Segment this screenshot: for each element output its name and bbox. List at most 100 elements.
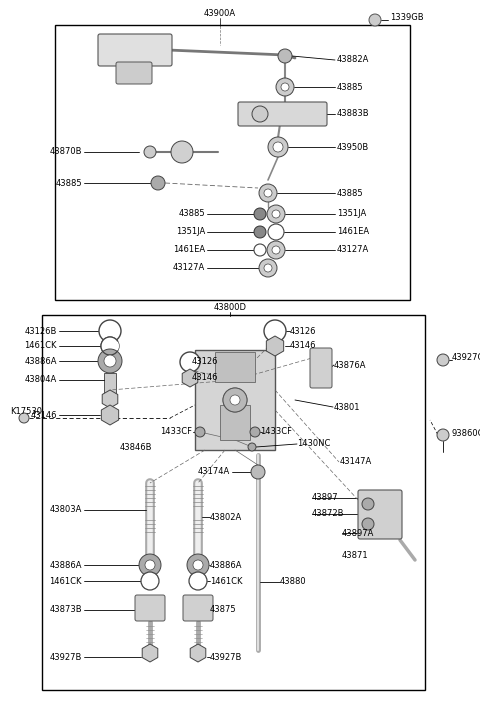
Text: 43900A: 43900A bbox=[204, 10, 236, 18]
Text: K17530: K17530 bbox=[10, 407, 42, 416]
Text: 43927B: 43927B bbox=[49, 653, 82, 662]
Circle shape bbox=[267, 205, 285, 223]
Text: 43873B: 43873B bbox=[49, 606, 82, 615]
Text: 43146: 43146 bbox=[31, 411, 57, 419]
Text: 43846B: 43846B bbox=[120, 442, 152, 451]
Circle shape bbox=[98, 349, 122, 373]
Circle shape bbox=[171, 141, 193, 163]
Text: 1461CK: 1461CK bbox=[49, 576, 82, 585]
Circle shape bbox=[267, 241, 285, 259]
Text: 43886A: 43886A bbox=[24, 357, 57, 365]
Text: 43885: 43885 bbox=[337, 189, 364, 198]
Circle shape bbox=[101, 337, 119, 355]
Text: 43871: 43871 bbox=[342, 552, 369, 561]
Text: 1461CK: 1461CK bbox=[210, 576, 242, 585]
Text: 43886A: 43886A bbox=[49, 561, 82, 569]
Circle shape bbox=[276, 78, 294, 96]
Circle shape bbox=[362, 518, 374, 530]
Circle shape bbox=[230, 395, 240, 405]
Circle shape bbox=[151, 176, 165, 190]
Circle shape bbox=[264, 320, 286, 342]
Bar bbox=[104, 373, 116, 393]
Text: 43800D: 43800D bbox=[214, 304, 247, 313]
Text: 43885: 43885 bbox=[179, 210, 205, 219]
Circle shape bbox=[252, 106, 268, 122]
Polygon shape bbox=[182, 369, 198, 387]
Text: 1461EA: 1461EA bbox=[337, 228, 369, 236]
Circle shape bbox=[264, 189, 272, 197]
Circle shape bbox=[369, 14, 381, 26]
Circle shape bbox=[281, 83, 289, 91]
Circle shape bbox=[223, 388, 247, 412]
Text: 1351JA: 1351JA bbox=[176, 228, 205, 236]
Circle shape bbox=[144, 146, 156, 158]
FancyBboxPatch shape bbox=[358, 490, 402, 539]
Polygon shape bbox=[266, 336, 284, 356]
Circle shape bbox=[437, 354, 449, 366]
Text: 43876A: 43876A bbox=[334, 360, 367, 369]
Circle shape bbox=[272, 246, 280, 254]
Circle shape bbox=[195, 427, 205, 437]
FancyBboxPatch shape bbox=[116, 62, 152, 84]
Text: 43127A: 43127A bbox=[173, 264, 205, 273]
Circle shape bbox=[187, 554, 209, 576]
Circle shape bbox=[268, 137, 288, 157]
Circle shape bbox=[141, 572, 159, 590]
Circle shape bbox=[193, 560, 203, 570]
Text: 43804A: 43804A bbox=[25, 376, 57, 385]
Circle shape bbox=[254, 208, 266, 220]
Polygon shape bbox=[190, 644, 206, 662]
Text: 1461EA: 1461EA bbox=[173, 245, 205, 254]
Bar bbox=[55, 25, 410, 300]
Circle shape bbox=[248, 443, 256, 451]
Text: 43897A: 43897A bbox=[342, 529, 374, 538]
Text: 1430NC: 1430NC bbox=[297, 440, 330, 449]
Circle shape bbox=[104, 355, 116, 367]
Bar bbox=[215, 352, 255, 382]
Text: 43126: 43126 bbox=[290, 327, 316, 336]
Circle shape bbox=[101, 337, 119, 355]
Text: 43882A: 43882A bbox=[337, 55, 370, 64]
Text: 43802A: 43802A bbox=[210, 512, 242, 522]
Circle shape bbox=[273, 142, 283, 152]
Text: 43927B: 43927B bbox=[210, 653, 242, 662]
Circle shape bbox=[251, 465, 265, 479]
Text: 43886A: 43886A bbox=[210, 561, 242, 569]
Text: 93860C: 93860C bbox=[452, 428, 480, 437]
Polygon shape bbox=[102, 390, 118, 408]
Circle shape bbox=[99, 320, 121, 342]
Text: 1433CF: 1433CF bbox=[160, 428, 192, 437]
Circle shape bbox=[268, 224, 284, 240]
Bar bbox=[220, 405, 250, 440]
Text: 43127A: 43127A bbox=[337, 245, 369, 254]
Circle shape bbox=[189, 572, 207, 590]
Text: 1433CF: 1433CF bbox=[260, 428, 292, 437]
Text: 43146: 43146 bbox=[290, 341, 316, 350]
Text: 43870B: 43870B bbox=[49, 147, 82, 156]
Text: 43885: 43885 bbox=[55, 179, 82, 187]
Text: 1461CK: 1461CK bbox=[24, 341, 57, 350]
Text: 43883B: 43883B bbox=[337, 109, 370, 118]
Text: 43174A: 43174A bbox=[198, 468, 230, 477]
Circle shape bbox=[264, 264, 272, 272]
Circle shape bbox=[362, 498, 374, 510]
Text: 1351JA: 1351JA bbox=[337, 210, 366, 219]
Text: 43126: 43126 bbox=[192, 358, 218, 367]
Circle shape bbox=[250, 427, 260, 437]
Text: 43927C: 43927C bbox=[452, 353, 480, 362]
Text: 43880: 43880 bbox=[280, 578, 307, 587]
Polygon shape bbox=[101, 405, 119, 425]
Circle shape bbox=[19, 413, 29, 423]
Text: 43885: 43885 bbox=[337, 83, 364, 92]
FancyBboxPatch shape bbox=[98, 34, 172, 66]
Text: 43126B: 43126B bbox=[24, 327, 57, 336]
Text: 43146: 43146 bbox=[192, 374, 218, 383]
Text: 43950B: 43950B bbox=[337, 142, 369, 151]
Circle shape bbox=[437, 429, 449, 441]
Text: 43897: 43897 bbox=[312, 494, 338, 503]
FancyBboxPatch shape bbox=[238, 102, 327, 126]
Circle shape bbox=[259, 259, 277, 277]
Bar bbox=[195, 350, 275, 450]
Polygon shape bbox=[142, 644, 158, 662]
Circle shape bbox=[145, 560, 155, 570]
